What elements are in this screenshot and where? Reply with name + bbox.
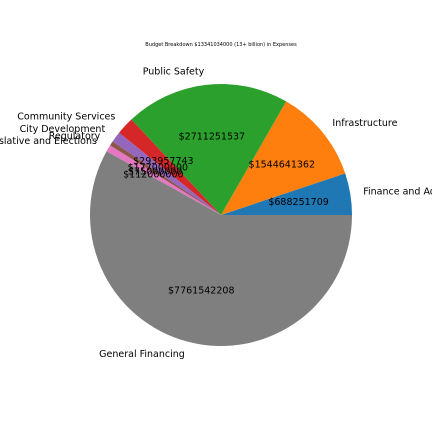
pie-slice-regulatory [110, 141, 221, 215]
slice-label-general-financing: General Financing [99, 349, 185, 360]
slice-value-regulatory: $75000000 [128, 167, 182, 178]
slice-value-community-services: $293957743 [133, 156, 193, 167]
slice-value-legislative-and-elections: $112000000 [123, 169, 183, 180]
slice-label-public-safety: Public Safety [143, 66, 205, 77]
slice-label-finance-and-administration: Finance and Administration [363, 186, 432, 197]
slice-value-general-financing: $7761542208 [168, 286, 235, 297]
pie-slice-general-financing [89, 151, 352, 347]
chart-title: Budget Breakdown $13341034000 (13+ billi… [145, 42, 297, 48]
pie-slice-legislative-and-elections [106, 145, 221, 215]
slice-label-city-development: City Development [20, 124, 106, 135]
slice-value-infrastructure: $1544641362 [249, 160, 316, 171]
pie-slice-public-safety [131, 84, 287, 216]
pie-slice-infrastructure [221, 101, 346, 215]
slice-value-finance-and-administration: $688251709 [268, 197, 328, 208]
slice-value-city-development: $177000000 [128, 163, 188, 174]
pie-slice-city-development [112, 132, 221, 215]
slice-label-community-services: Community Services [17, 111, 115, 122]
slice-label-infrastructure: Infrastructure [332, 118, 397, 129]
slice-label-legislative-and-elections: Legislative and Elections [0, 136, 97, 147]
pie-slices [89, 84, 352, 347]
pie-labels: Finance and Administration $688251709 Infr… [0, 66, 432, 360]
pie-slice-community-services [119, 119, 221, 215]
slice-value-public-safety: $2711251537 [179, 131, 246, 142]
slice-label-regulatory: Regulatory [49, 131, 101, 142]
pie-slice-finance-and-administration [221, 173, 352, 215]
